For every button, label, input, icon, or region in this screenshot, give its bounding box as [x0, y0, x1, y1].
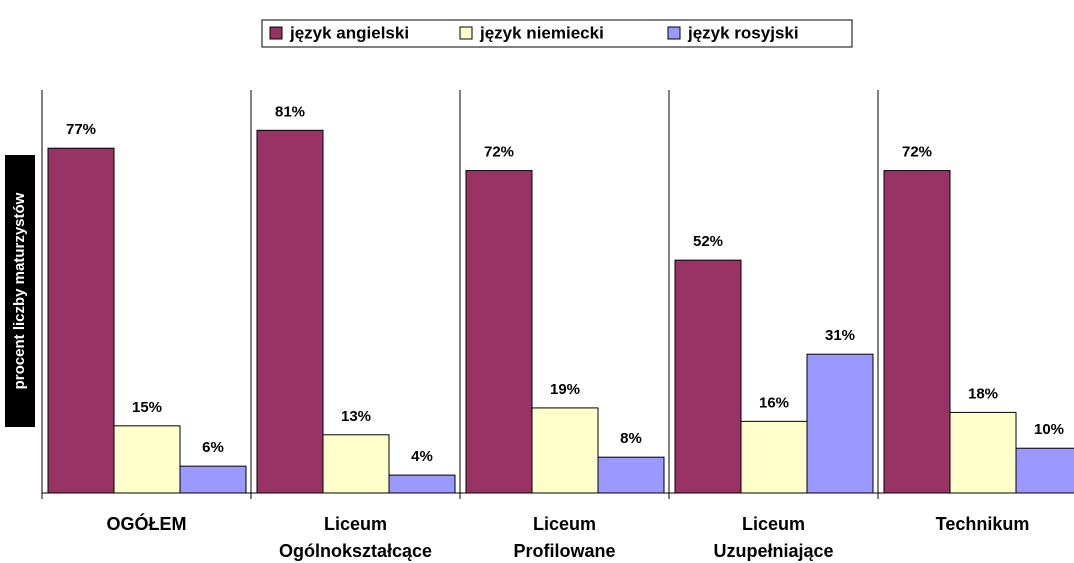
legend-swatch — [269, 26, 283, 40]
value-label: 18% — [968, 385, 998, 402]
x-tick-label: Profilowane — [513, 541, 615, 561]
x-tick-label: Ogólnokształcące — [279, 541, 432, 561]
value-label: 81% — [275, 103, 305, 120]
bar — [949, 411, 1017, 494]
y-label-background — [5, 155, 35, 427]
value-label: 16% — [759, 394, 789, 411]
value-label: 13% — [341, 408, 371, 425]
legend-label: język niemiecki — [479, 23, 604, 42]
bar — [531, 407, 599, 494]
value-label: 8% — [620, 430, 642, 447]
x-tick-label: Liceum — [324, 514, 387, 534]
value-label: 4% — [411, 448, 433, 465]
bar — [322, 434, 390, 494]
bar — [47, 147, 115, 494]
value-label: 15% — [132, 399, 162, 416]
x-tick-label: Uzupełniające — [713, 541, 833, 561]
legend-swatch — [459, 26, 473, 40]
bar — [388, 474, 456, 494]
value-label: 19% — [550, 381, 580, 398]
legend-swatch — [667, 26, 681, 40]
x-tick-label: Technikum — [936, 514, 1030, 534]
legend-label: język rosyjski — [687, 23, 799, 42]
bar — [806, 353, 874, 494]
x-tick-label: Liceum — [742, 514, 805, 534]
y-axis-label: procent liczby maturzystów — [11, 192, 28, 389]
bar — [179, 465, 247, 494]
bar — [597, 456, 665, 494]
value-label: 31% — [825, 327, 855, 344]
value-label: 52% — [693, 233, 723, 250]
value-label: 72% — [902, 144, 932, 161]
x-tick-label: OGÓŁEM — [107, 513, 187, 534]
value-label: 6% — [202, 439, 224, 456]
bar — [883, 170, 951, 494]
legend-label: język angielski — [289, 23, 409, 42]
value-label: 77% — [66, 121, 96, 138]
bar — [256, 129, 324, 494]
legend-box — [261, 19, 853, 48]
bar — [113, 425, 181, 494]
x-tick-label: Liceum — [533, 514, 596, 534]
value-label: 72% — [484, 144, 514, 161]
bar — [1015, 447, 1074, 494]
bar — [465, 170, 533, 494]
bar — [674, 259, 742, 494]
value-label: 10% — [1034, 421, 1064, 438]
bar — [740, 420, 808, 494]
